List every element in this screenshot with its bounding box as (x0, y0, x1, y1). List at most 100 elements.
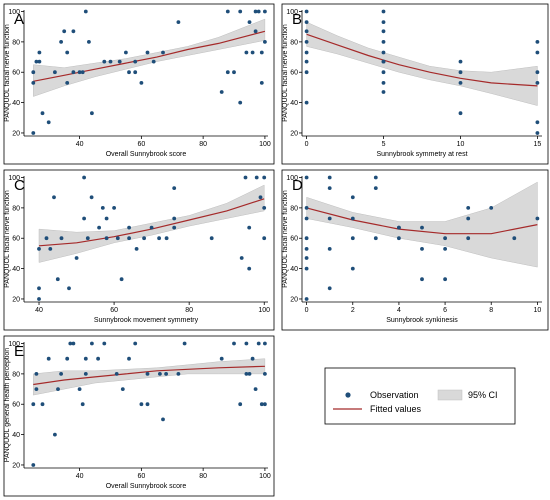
y-tick-label: 40 (290, 266, 298, 273)
data-point (87, 40, 91, 44)
y-tick-label: 80 (290, 205, 298, 212)
x-tick-label: 40 (76, 473, 84, 480)
data-point (82, 175, 86, 180)
data-point (71, 70, 76, 75)
panel-letter: D (292, 177, 303, 194)
data-point (108, 59, 113, 64)
data-point (176, 372, 181, 376)
legend-box (324, 367, 516, 425)
y-tick-label: 80 (290, 39, 298, 46)
data-point (458, 111, 463, 116)
x-tick-label: 10 (533, 307, 541, 314)
data-point (161, 50, 165, 55)
y-tick-label: 60 (12, 70, 20, 77)
data-point (256, 341, 261, 346)
data-point (327, 216, 332, 221)
data-point (535, 120, 540, 125)
data-point (443, 236, 447, 241)
x-axis-title: Sunnybrook synkinesis (386, 317, 458, 324)
panel-border (3, 335, 275, 497)
ci-band (306, 181, 538, 268)
data-point (139, 81, 144, 85)
data-point (85, 236, 90, 241)
data-point (373, 175, 378, 180)
data-point (97, 225, 101, 230)
data-point (83, 356, 88, 361)
y-tick-label: 100 (8, 175, 20, 182)
panel-d: 0 2 4 6 8 10 20 40 60 80 100 Sunnybrook synkinesis P… (281, 169, 549, 331)
data-point (172, 186, 177, 191)
data-point (381, 59, 386, 64)
data-point (149, 225, 154, 230)
data-point (37, 297, 41, 301)
data-point (182, 341, 187, 346)
data-point (259, 81, 264, 85)
data-point (247, 372, 252, 376)
data-point (225, 70, 230, 75)
data-point (381, 50, 386, 55)
data-point (254, 175, 259, 180)
data-point (142, 236, 147, 241)
data-point (458, 81, 463, 85)
data-point (80, 70, 85, 75)
data-point (304, 236, 309, 241)
y-tick-label: 100 (286, 175, 298, 182)
data-point (253, 387, 258, 391)
data-point (55, 277, 60, 282)
data-point (127, 356, 131, 361)
data-point (381, 90, 386, 94)
data-point (104, 236, 109, 241)
data-point (244, 50, 249, 55)
x-tick-label: 40 (76, 141, 84, 148)
data-point (397, 236, 401, 241)
data-point (304, 9, 309, 14)
data-point (34, 372, 39, 376)
data-point (112, 206, 116, 210)
data-point (209, 236, 214, 241)
data-point (134, 247, 139, 251)
data-point (350, 266, 355, 271)
data-point (46, 120, 51, 125)
x-tick-label: 100 (259, 473, 271, 480)
data-point (304, 50, 309, 55)
data-point (244, 372, 249, 376)
data-point (304, 256, 309, 260)
data-point (443, 277, 447, 282)
data-point (232, 341, 236, 346)
data-point (263, 402, 267, 407)
data-point (304, 247, 309, 251)
data-point (40, 111, 45, 116)
data-point (304, 20, 309, 24)
data-point (83, 372, 88, 376)
data-point (46, 356, 51, 361)
x-tick-label: 4 (397, 307, 401, 314)
data-point (145, 402, 150, 407)
data-point (458, 70, 463, 75)
data-point (304, 216, 309, 221)
panel-letter: B (292, 11, 302, 28)
data-point (250, 50, 255, 55)
data-point (373, 186, 378, 191)
data-point (304, 29, 309, 34)
legend: Observation 95% CI Fitted values (324, 367, 516, 425)
x-tick-label: 60 (137, 473, 145, 480)
data-point (262, 206, 267, 210)
data-point (466, 216, 471, 221)
y-tick-label: 60 (12, 402, 20, 409)
data-point (151, 59, 156, 64)
x-tick-label: 100 (258, 307, 270, 314)
y-axis-title: PANQUOL facial nerve function (4, 24, 11, 122)
y-tick-label: 80 (12, 39, 20, 46)
data-point (71, 29, 76, 34)
data-point (31, 70, 36, 75)
data-point (238, 100, 243, 105)
data-point (373, 236, 378, 241)
x-tick-label: 0 (305, 307, 309, 314)
panel-e: 40 60 80 100 20 40 60 80 100 Overall Sunnybrook s… (3, 335, 275, 497)
legend-fitted-label: Fitted values (370, 404, 422, 414)
y-axis-title: PANQUOL facial nerve function (4, 190, 11, 288)
legend-observation-marker (345, 392, 351, 398)
data-point (535, 81, 540, 85)
x-tick-label: 0 (305, 141, 309, 148)
